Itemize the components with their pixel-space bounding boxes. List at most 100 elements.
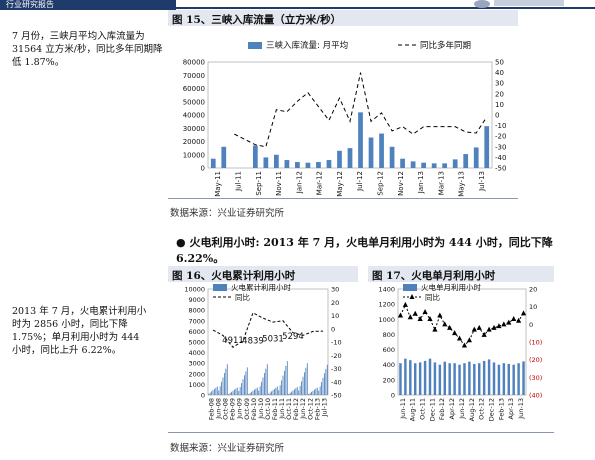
x-tick-label: Feb-12: [438, 398, 446, 420]
side-note-line: 2013 年 7 月，火电累计利用小: [12, 306, 147, 317]
line-point: [501, 321, 507, 327]
bar: [311, 391, 312, 395]
bar: [326, 160, 332, 168]
bar: [438, 364, 442, 395]
legend-label-bar: 三峡入库流量: 月平均: [266, 40, 348, 51]
y-left-tick-label: 1000: [188, 381, 205, 389]
bar: [326, 364, 328, 395]
bar: [318, 390, 320, 395]
bar: [301, 381, 302, 395]
y-right-tick-label: 10: [529, 303, 537, 311]
bar: [263, 157, 269, 168]
bar: [291, 391, 292, 395]
bar: [431, 163, 437, 168]
side-note-line: 低 1.87%。: [12, 57, 65, 68]
x-tick-label: Dec-12: [487, 398, 495, 421]
x-tick-label: Sep-11: [255, 171, 263, 196]
bar: [347, 148, 353, 168]
plot-frame: [397, 288, 527, 396]
y-left-tick-label: 60000: [183, 85, 205, 93]
x-tick-label: Jun-08: [215, 398, 223, 420]
line-point: [461, 342, 468, 348]
bar: [478, 363, 481, 395]
y-right-tick-label: 20: [495, 90, 504, 98]
y-left-tick-label: 70000: [183, 72, 205, 80]
x-tick-label: Feb-13: [313, 398, 321, 420]
bar: [276, 386, 278, 395]
x-tick-label: Aug-12: [468, 398, 476, 421]
line-point: [422, 308, 428, 314]
bar: [473, 363, 476, 395]
x-tick-label: Jun-09: [236, 398, 244, 420]
bar: [244, 375, 245, 395]
side-note-line: 小时，同比上升 6.22%。: [12, 345, 122, 356]
bar: [235, 388, 237, 395]
line-point: [417, 316, 423, 322]
bar: [325, 369, 327, 395]
x-tick-label: Mar-12: [316, 171, 324, 195]
y-left-tick-label: 40000: [183, 112, 205, 120]
bar: [414, 363, 417, 395]
bar: [305, 162, 311, 168]
bar: [410, 161, 416, 168]
bar: [271, 391, 272, 395]
bar: [298, 390, 300, 395]
bullet-icon: ●: [176, 236, 186, 249]
x-tick-label: Aug-11: [409, 398, 417, 421]
bar: [245, 371, 247, 395]
bar: [236, 387, 238, 395]
y-right-tick-label: -50: [331, 392, 342, 400]
x-tick-label: Apr-13: [507, 398, 515, 419]
line-point: [516, 317, 522, 323]
y-right-tick-label: -20: [331, 352, 342, 360]
bar: [249, 392, 251, 395]
y-left-tick-label: 10000: [183, 151, 205, 159]
bar: [497, 364, 501, 395]
chart15-svg: 0 10000 20000 30000 40000 50000 60000 70000 8000…: [183, 40, 507, 197]
legend-swatch-bar: [213, 284, 227, 291]
chart15-rule: [168, 198, 518, 199]
y-right-tick-label: 20: [331, 299, 339, 307]
y-right-tick-label: (20): [529, 356, 542, 364]
y-left-tick-label: 0: [391, 392, 395, 400]
bar: [322, 377, 324, 395]
source-note-top: 数据来源：兴业证券研究所: [170, 208, 285, 219]
x-tick-label: Feb-12: [292, 398, 300, 420]
bar: [522, 361, 525, 395]
y-left-tick-label: 2000: [188, 370, 205, 378]
bar: [463, 154, 469, 168]
bar: [453, 363, 456, 395]
y-left-tick-label: 50000: [183, 98, 205, 106]
bar: [239, 387, 241, 395]
y-right-tick-label: -10: [331, 339, 342, 347]
y-right-tick-label: 20: [529, 286, 537, 294]
y-left-tick-label: 400: [383, 361, 395, 369]
brand-logo-icon: [474, 0, 490, 8]
legend-label-line: 同比: [235, 292, 250, 302]
side-note-line: 1.75%；单月利用小时为 444: [12, 332, 140, 343]
bar: [225, 368, 227, 395]
brand-logo-wordmark: [494, 0, 564, 6]
bar: [458, 364, 461, 395]
bar: [216, 386, 218, 395]
bar: [314, 389, 315, 395]
line-point: [471, 326, 477, 332]
side-note-line: 31564 立方米/秒，同比多年同期降: [12, 44, 163, 55]
y-right-tick-label: (10): [529, 339, 542, 347]
y-right-tick-label: 0: [529, 321, 533, 329]
bar: [487, 359, 491, 395]
bar: [482, 360, 486, 395]
line-point: [427, 316, 433, 322]
bar: [404, 358, 407, 395]
bar: [312, 390, 314, 395]
y-left-tick-label: 5000: [188, 339, 205, 347]
chart15-title: 图 15、三峡入库流量（立方米/秒）: [168, 10, 518, 26]
series-line: [234, 72, 488, 148]
x-tick-label: Jun-10: [257, 398, 265, 420]
x-tick-label: Jul-12: [356, 171, 364, 192]
bar: [259, 386, 261, 395]
y-left-tick-label: 1400: [378, 286, 395, 294]
y-left-tick-label: 0: [201, 392, 205, 400]
y-right-tick-label: -20: [495, 133, 506, 141]
bar: [261, 381, 262, 395]
